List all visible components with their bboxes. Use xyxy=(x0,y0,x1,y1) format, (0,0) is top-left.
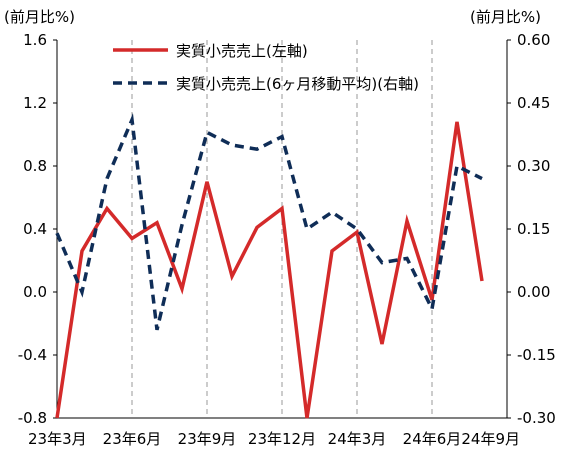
x-tick-label-5: 24年6月 xyxy=(403,430,462,448)
legend-label-retail-sales: 実質小売売上(左軸) xyxy=(176,42,308,60)
grid-lines xyxy=(131,40,508,418)
legend: 実質小売売上(左軸) 実質小売売上(6ヶ月移動平均)(右軸) xyxy=(113,42,419,93)
left-axis-unit: (前月比%) xyxy=(4,8,75,26)
legend-label-moving-average: 実質小売売上(6ヶ月移動平均)(右軸) xyxy=(176,75,419,93)
series-lines xyxy=(55,113,484,419)
right-tick-label-4: 0.00 xyxy=(517,283,550,301)
x-tick-label-6: 24年9月 xyxy=(461,430,520,448)
right-axis-ticks: 0.60 0.45 0.30 0.15 0.00 -0.15 -0.30 xyxy=(507,31,556,427)
left-tick-label-2: 0.8 xyxy=(23,157,47,175)
left-tick-label-0: 1.6 xyxy=(23,31,47,49)
x-tick-label-3: 23年12月 xyxy=(248,430,316,448)
x-tick-label-2: 23年9月 xyxy=(178,430,237,448)
left-tick-label-4: 0.0 xyxy=(23,283,47,301)
right-tick-label-2: 0.30 xyxy=(517,157,550,175)
left-tick-label-5: -0.4 xyxy=(18,346,47,364)
x-tick-label-0: 23年3月 xyxy=(28,430,87,448)
right-tick-label-6: -0.30 xyxy=(517,409,556,427)
x-tick-label-1: 23年6月 xyxy=(103,430,162,448)
right-axis-unit: (前月比%) xyxy=(470,8,541,26)
series-line-1 xyxy=(55,113,483,331)
right-tick-label-1: 0.45 xyxy=(517,94,550,112)
left-axis-ticks: 1.6 1.2 0.8 0.4 0.0 -0.4 -0.8 xyxy=(18,31,57,427)
right-tick-label-0: 0.60 xyxy=(517,31,550,49)
left-tick-label-1: 1.2 xyxy=(23,94,47,112)
left-tick-label-6: -0.8 xyxy=(18,409,47,427)
right-tick-label-3: 0.15 xyxy=(517,220,550,238)
left-tick-label-3: 0.4 xyxy=(23,220,47,238)
x-axis-ticks: 23年3月 23年6月 23年9月 23年12月 24年3月 24年6月 24年9月 xyxy=(28,430,520,448)
series-line-0 xyxy=(55,121,484,419)
right-tick-label-5: -0.15 xyxy=(517,346,556,364)
x-tick-label-4: 24年3月 xyxy=(328,430,387,448)
